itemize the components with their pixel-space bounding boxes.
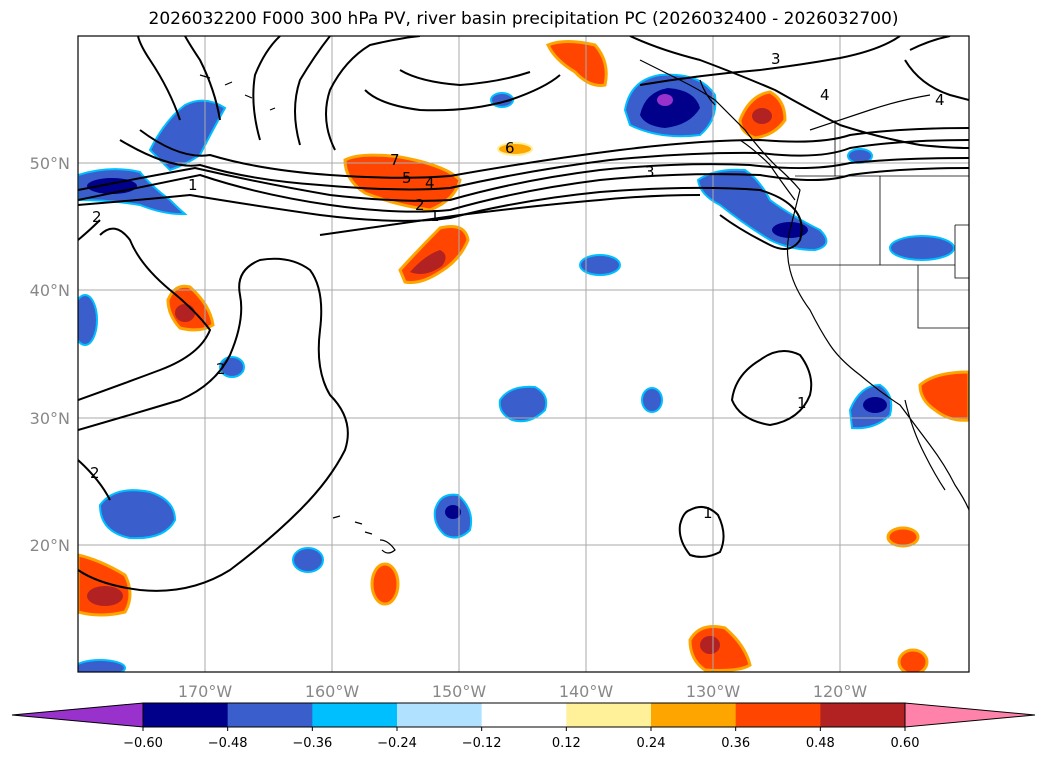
colorbar-segment (566, 703, 652, 727)
colorbar-tick-label: −0.24 (377, 736, 417, 751)
colorbar-tick-label: −0.12 (462, 736, 502, 751)
colorbar-tick-label: −0.36 (292, 736, 332, 751)
colorbar-segment (820, 703, 906, 727)
contour-label: 1 (430, 207, 440, 225)
neg-anomaly-region (78, 659, 126, 672)
contour-label: 2 (92, 208, 102, 226)
contour-label: 4 (935, 91, 945, 109)
neg-anomaly-region (641, 387, 663, 413)
state-borders (790, 120, 969, 329)
contour-label: 2 (216, 360, 226, 378)
pos-anomaly-core (752, 108, 772, 124)
neg-anomaly-region (292, 547, 324, 573)
pos-anomaly-region (343, 153, 462, 212)
contour-label: 1 (188, 176, 198, 194)
colorbar-tick-label: −0.48 (208, 736, 248, 751)
neg-anomaly-region (498, 385, 548, 423)
colorbar-segment (312, 703, 398, 727)
lon-label: 160°W (305, 682, 360, 701)
colorbar: −0.60 −0.48 −0.36 −0.24 −0.12 0.12 0.24 0.36 0.4… (11, 702, 1036, 751)
neg-anomaly-region (98, 489, 177, 540)
lon-label: 170°W (178, 682, 233, 701)
pv-contours (78, 36, 969, 592)
lon-label: 130°W (686, 682, 741, 701)
contour-label: 3 (771, 50, 781, 68)
pos-anomaly-region (688, 625, 752, 672)
lat-label: 20°N (30, 536, 70, 555)
colorbar-extend-high (904, 702, 1036, 728)
colorbar-segment (227, 703, 313, 727)
neg-anomaly-region (579, 254, 621, 276)
contour-label: 2 (415, 196, 425, 214)
contour-label: 2 (90, 464, 100, 482)
colorbar-segment (143, 703, 229, 727)
pos-anomaly-core (87, 586, 123, 606)
pos-anomaly-core (700, 636, 720, 654)
contour-label: 7 (390, 151, 400, 169)
lon-label: 140°W (559, 682, 614, 701)
hawaiian-islands (332, 515, 396, 554)
pos-anomaly-region (886, 526, 920, 548)
colorbar-tick-label: 0.12 (552, 736, 581, 751)
lat-label: 40°N (30, 281, 70, 300)
pos-anomaly-core (175, 304, 195, 322)
lat-axis-labels: 50°N 40°N 30°N 20°N (30, 154, 70, 555)
contour-label: 3 (645, 163, 655, 181)
neg-anomaly-core (863, 397, 887, 413)
pos-anomaly-region (78, 553, 132, 617)
lon-axis-labels: 170°W 160°W 150°W 140°W 130°W 120°W (178, 682, 868, 701)
pos-anomaly-region (497, 142, 533, 156)
colorbar-tick-label: 0.36 (721, 736, 750, 751)
plot-title: 2026032200 F000 300 hPa PV, river basin … (148, 9, 899, 29)
neg-anomaly-region (148, 99, 227, 172)
colorbar-extend-low (11, 702, 144, 728)
neg-anomaly-region (78, 294, 98, 346)
map-area: 3 4 4 6 7 5 4 2 1 3 1 2 2 1 1 2 (78, 36, 969, 672)
colorbar-segment (651, 703, 737, 727)
contour-label: 1 (703, 504, 713, 522)
neg-anomaly-core (640, 88, 700, 128)
colorbar-tick-label: 0.48 (806, 736, 835, 751)
colorbar-tick-label: 0.60 (891, 736, 920, 751)
pv-contour-labels: 3 4 4 6 7 5 4 2 1 3 1 2 2 1 1 2 (90, 50, 945, 522)
pos-anomaly-region (545, 40, 608, 87)
neg-anomaly-region (696, 168, 828, 252)
lat-label: 30°N (30, 409, 70, 428)
lon-label: 150°W (432, 682, 487, 701)
pos-anomaly-region (918, 370, 969, 422)
precip-anomaly-fill (78, 40, 969, 672)
contour-label: 5 (402, 169, 412, 187)
colorbar-tick-label: −0.60 (123, 736, 163, 751)
neg-anomaly-region (889, 235, 955, 261)
lon-label: 120°W (813, 682, 868, 701)
colorbar-segment (481, 703, 567, 727)
map-frame (77, 35, 970, 673)
colorbar-outline (142, 702, 906, 728)
colorbar-segment (397, 703, 483, 727)
lat-label: 50°N (30, 154, 70, 173)
coastlines (199, 59, 969, 511)
contour-label: 6 (505, 139, 515, 157)
contour-label: 4 (820, 86, 830, 104)
neg-anomaly-min (657, 94, 673, 106)
pos-anomaly-region (370, 562, 400, 606)
neg-anomaly-core (445, 505, 461, 519)
contour-label: 4 (425, 174, 435, 192)
pos-anomaly-core (410, 250, 446, 274)
colorbar-tick-label: 0.24 (637, 736, 666, 751)
pos-anomaly-region (897, 648, 929, 672)
colorbar-segment (735, 703, 821, 727)
contour-label: 1 (797, 394, 807, 412)
